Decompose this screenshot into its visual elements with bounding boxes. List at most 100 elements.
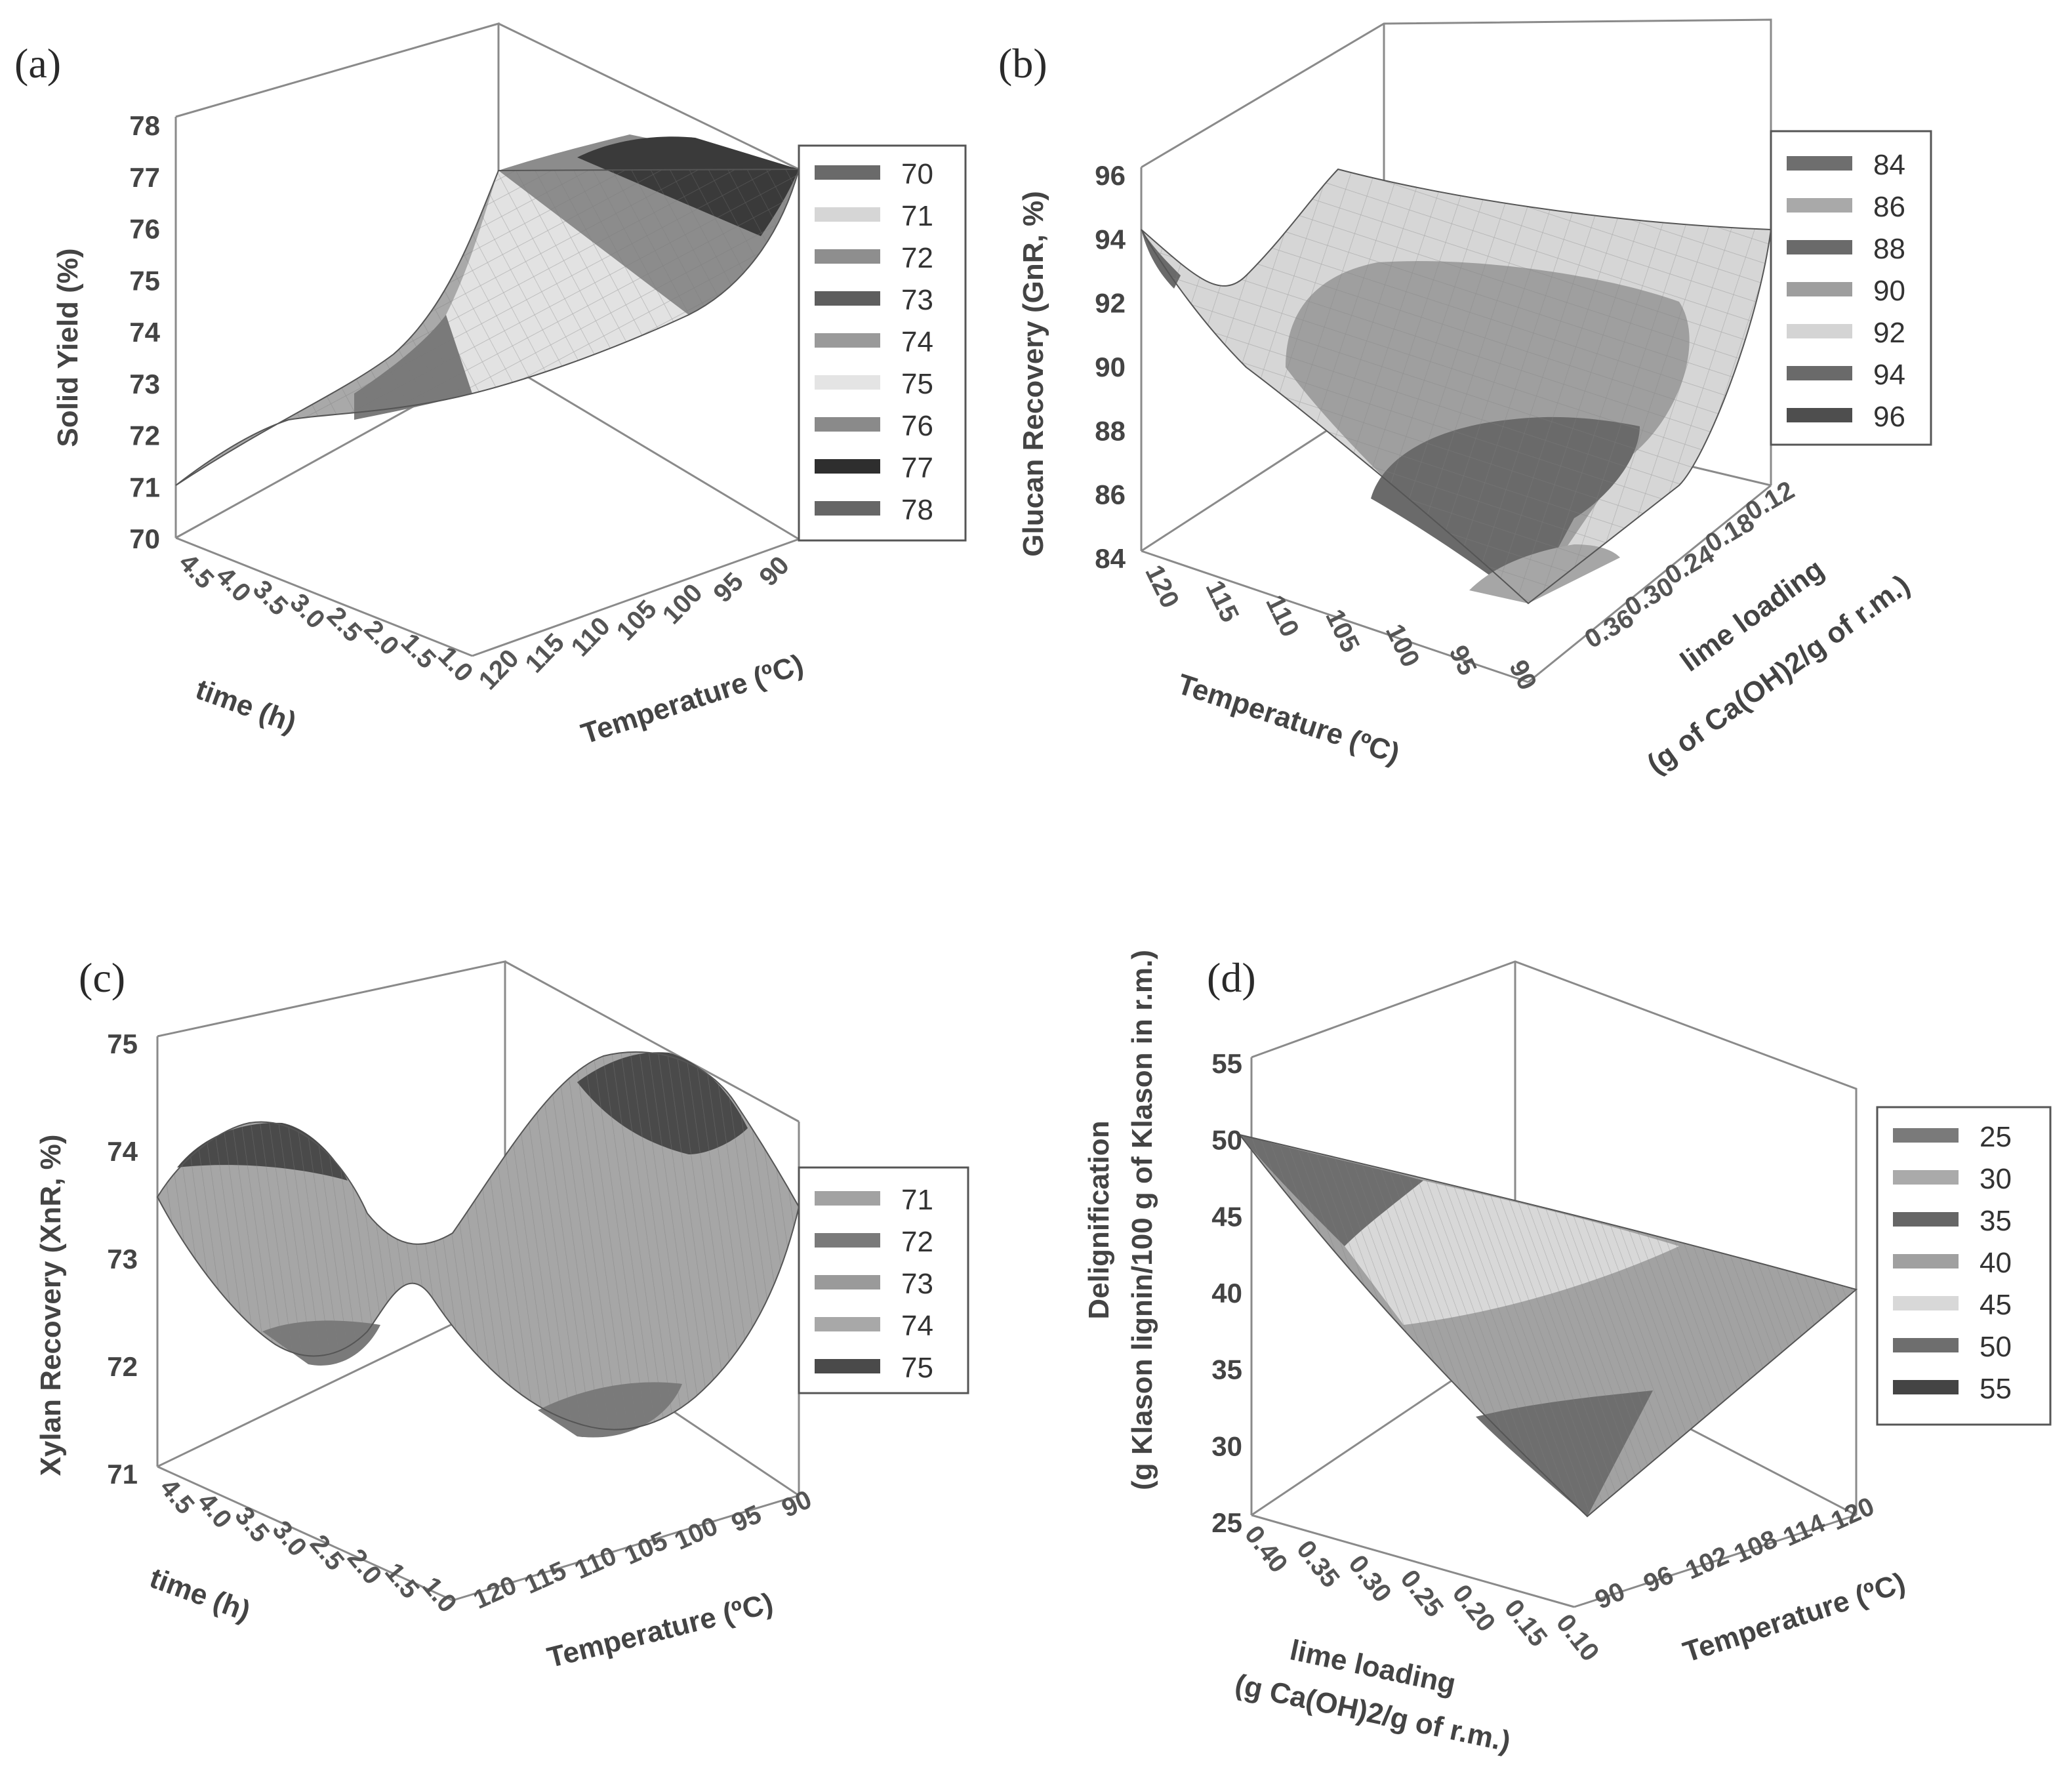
surface-a [175,134,800,486]
z-tick-label: 78 [129,110,160,141]
legend-item: 75 [815,1352,933,1384]
x-axis-label: time (h) [146,1562,254,1627]
x-tick-label: 2.0 [358,615,404,661]
z-axis-label: Xylan Recovery (XnR, %) [35,1135,67,1476]
legend-swatch [1893,1296,1959,1310]
y-tick-label: 100 [657,578,708,630]
legend-swatch [1893,1212,1959,1227]
legend: 70 71 72 73 74 75 76 77 78 [798,144,967,542]
x-tick-label: 1.5 [379,1558,424,1604]
x-tick-label: 120 [1139,561,1185,613]
x-tick-label: 3.0 [267,1515,312,1562]
legend-swatch [815,165,880,180]
x-tick-label: 0.30 [1343,1550,1397,1608]
z-tick-label: 45 [1211,1201,1242,1232]
x-tick-label: 0.40 [1239,1520,1293,1578]
legend-item: 76 [815,410,933,442]
legend-item: 71 [815,1184,933,1216]
legend-item: 71 [815,200,933,232]
x-tick-label: 4.0 [211,561,256,608]
y-tick-label: 102 [1681,1541,1733,1585]
legend-swatch [1787,324,1852,338]
legend-item: 74 [815,326,933,358]
x-tick-label: 2.5 [321,601,367,648]
z-tick-label: 74 [107,1136,138,1167]
legend-label: 72 [901,1226,933,1258]
legend-label: 73 [901,284,933,316]
legend-swatch [1787,408,1852,422]
z-tick-label: 73 [129,369,160,399]
z-axis-label-line1: Delignification [1083,1120,1115,1319]
x-tick-label: 1.0 [416,1572,462,1618]
legend-label: 72 [901,242,933,274]
z-axis-label-line2: (g Klason lignin/100 g of Klason in r.m.… [1126,950,1158,1490]
legend-swatch [815,1317,880,1331]
y-tick-label: 100 [670,1511,722,1555]
legend-swatch [1893,1338,1959,1352]
legend-item: 72 [815,1226,933,1258]
legend-item: 73 [815,284,933,316]
legend-label: 50 [1980,1331,2012,1363]
y-tick-label: 90 [1591,1577,1629,1615]
surface-b [1141,168,1772,605]
legend-item: 75 [815,368,933,400]
x-tick-label: 0.10 [1551,1609,1605,1667]
z-tick-label: 75 [129,265,160,296]
legend: 25 30 35 40 45 50 55 [1876,1106,2052,1426]
z-tick-label: 72 [107,1351,138,1382]
y-tick-label: 110 [571,1541,621,1585]
z-tick-label: 76 [129,214,160,245]
legend-item: 84 [1787,149,1905,181]
legend-swatch [815,333,880,348]
x-axis-label: time (h) [192,673,300,739]
legend-item: 55 [1893,1373,2012,1405]
legend-label: 30 [1980,1163,2012,1195]
y-tick-label: 115 [520,1556,571,1599]
legend-swatch [815,1233,880,1248]
legend-label: 25 [1980,1121,2012,1153]
legend-swatch [815,1191,880,1206]
legend-swatch [1787,282,1852,296]
z-tick-label: 96 [1095,160,1126,191]
legend-item: 25 [1893,1121,2012,1153]
legend-item: 77 [815,452,933,484]
z-tick-label: 73 [107,1244,138,1274]
legend-label: 77 [901,452,933,484]
panel-label: (a) [14,40,61,87]
x-tick-label: 4.5 [154,1473,199,1520]
legend-item: 86 [1787,191,1905,223]
legend-label: 74 [901,1310,933,1342]
panel-label: (b) [998,40,1047,87]
x-tick-label: 105 [1320,605,1365,657]
legend-label: 75 [901,368,933,400]
legend-swatch [815,207,880,222]
x-tick-label: 3.0 [284,588,330,635]
x-tick-label: 1.5 [396,628,441,674]
legend-label: 71 [901,1184,933,1216]
z-tick-label: 71 [107,1459,138,1490]
legend-swatch [1893,1170,1959,1185]
y-tick-label: 120 [469,1570,521,1614]
legend-label: 70 [901,158,933,190]
y-tick-label: 120 [1827,1492,1879,1535]
legend-item: 78 [815,494,933,526]
legend-label: 71 [901,200,933,232]
legend-label: 74 [901,326,933,358]
legend-label: 84 [1873,149,1905,181]
y-tick-label: 96 [1639,1560,1678,1598]
legend-swatch [815,249,880,264]
legend-swatch [815,1359,880,1373]
x-tick-label: 110 [1260,591,1305,641]
legend-label: 86 [1873,191,1905,223]
legend-swatch [1893,1128,1959,1143]
legend-swatch [1893,1254,1959,1268]
y-tick-label: 114 [1779,1509,1830,1553]
x-tick-label: 0.15 [1499,1594,1553,1652]
z-tick-label: 92 [1095,288,1126,319]
z-tick-label: 30 [1211,1431,1242,1461]
y-axis-label: Temperature (ºC) [544,1587,776,1674]
z-tick-label: 74 [129,317,160,348]
y-axis-label: Temperature (ºC) [1679,1566,1909,1669]
